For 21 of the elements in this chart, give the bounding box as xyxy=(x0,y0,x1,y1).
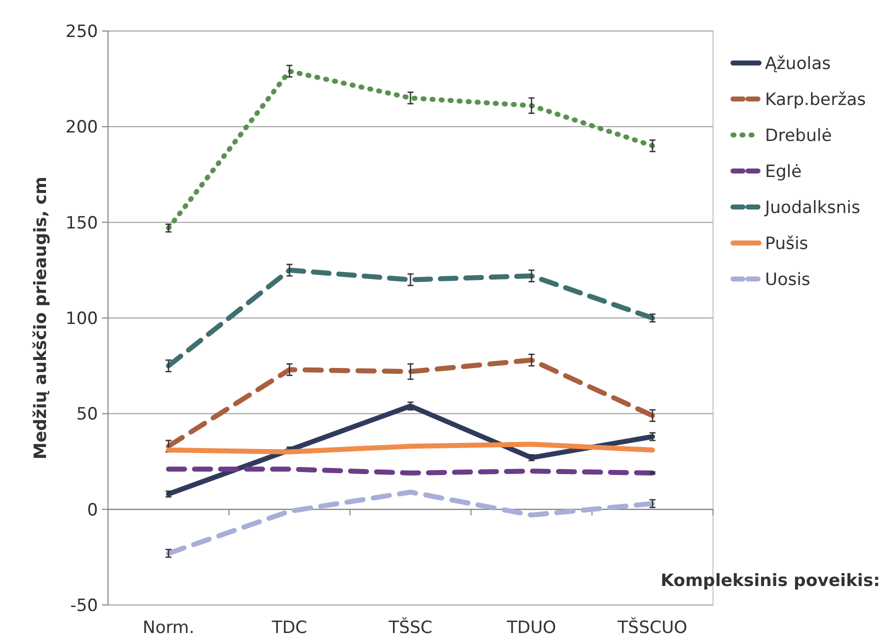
y-tick-label: 0 xyxy=(87,500,98,520)
legend-label: Uosis xyxy=(765,270,810,290)
legend-label: Pušis xyxy=(765,234,808,254)
legend-label: Ąžuolas xyxy=(765,54,831,74)
y-tick-label: 100 xyxy=(66,308,98,329)
y-tick-label: 200 xyxy=(66,118,98,138)
y-tick-label: 150 xyxy=(66,213,98,234)
x-tick-label: TŠSC xyxy=(388,617,432,638)
legend-label: Juodalksnis xyxy=(764,198,860,218)
x-tick-label: Norm. xyxy=(142,618,194,638)
legend-label: Drebulė xyxy=(765,126,832,146)
legend-label: Eglė xyxy=(765,162,802,182)
y-tick-label: 250 xyxy=(66,22,98,42)
x-tick-label: TDC xyxy=(270,618,308,638)
x-axis-title: Kompleksinis poveikis: xyxy=(660,570,880,591)
legend-label: Karp.beržas xyxy=(765,90,866,110)
y-tick-label: -50 xyxy=(70,596,98,616)
x-tick-label: TDUO xyxy=(506,618,556,638)
x-tick-label: TŠSCUO xyxy=(616,617,688,638)
y-axis-title: Medžių aukščio prieaugis, cm xyxy=(31,176,51,460)
y-tick-label: 50 xyxy=(76,404,98,425)
